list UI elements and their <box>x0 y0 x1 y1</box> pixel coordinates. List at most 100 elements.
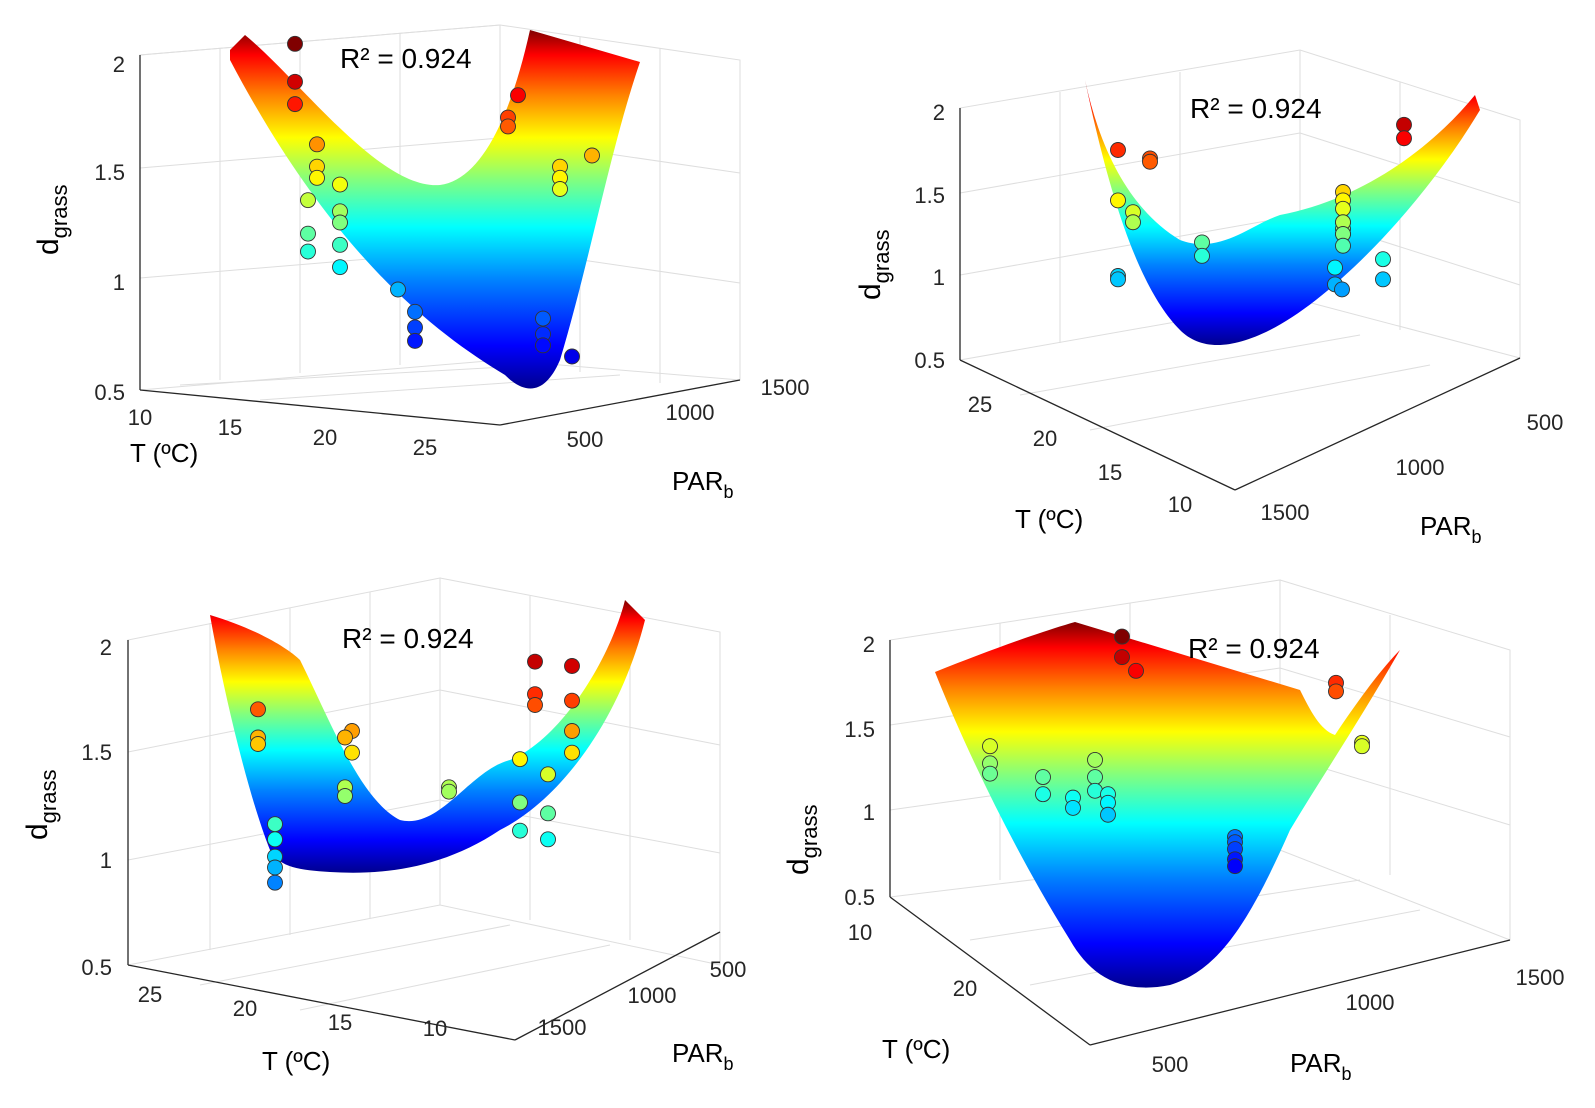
panel-3-partick: 1000 <box>628 983 677 1008</box>
panel-1-xlabel: T (ºC) <box>130 438 198 468</box>
data-point <box>1065 799 1081 816</box>
panel-4-zlabel: dgrass <box>782 805 822 875</box>
panel-2-ylabel: PARb <box>1420 511 1482 547</box>
data-point <box>982 765 998 782</box>
panel-4-partick: 1000 <box>1346 990 1395 1015</box>
data-point <box>337 729 353 746</box>
panel-2-ttick: 15 <box>1098 460 1122 485</box>
data-point <box>564 692 580 709</box>
panel-1-ylabel-sub: b <box>724 482 734 502</box>
panel-2-partick: 500 <box>1527 410 1564 435</box>
panel-3-ztick: 2 <box>100 635 112 660</box>
data-point <box>564 744 580 761</box>
panel-2-zlabel-sub: grass <box>869 230 894 284</box>
panel-3-ttick: 20 <box>233 996 257 1021</box>
data-point <box>1194 247 1210 264</box>
data-point <box>535 337 551 354</box>
data-point <box>584 147 600 164</box>
panel-3-annotation: R² = 0.924 <box>342 623 474 654</box>
panel-1-ttick: 10 <box>128 405 152 430</box>
data-point <box>1335 237 1351 254</box>
svg-text:dgrass: dgrass <box>32 185 72 255</box>
panel-1-zlabel: dgrass <box>32 185 72 255</box>
panel-4-partick: 1500 <box>1516 965 1565 990</box>
panel-2-ztick-labels: 2 1.5 1 0.5 <box>914 100 945 373</box>
panel-4-xlabel: T (ºC) <box>882 1034 950 1064</box>
panel-1-ztick: 2 <box>113 52 125 77</box>
panel-3-ztick-labels: 2 1.5 1 0.5 <box>81 635 112 980</box>
data-point <box>1354 738 1370 755</box>
panel-2-zlabel-main: d <box>854 283 887 300</box>
panel-1-partick: 1000 <box>666 400 715 425</box>
panel-4-ztick: 2 <box>863 632 875 657</box>
panel-1-points <box>287 35 600 365</box>
data-point <box>337 788 353 804</box>
panel-1-ttick: 15 <box>218 415 242 440</box>
data-point <box>527 697 543 713</box>
data-point <box>1110 271 1126 288</box>
data-point <box>564 348 580 365</box>
panel-2-points <box>1110 116 1412 298</box>
data-point <box>510 87 526 104</box>
data-point <box>512 751 528 768</box>
panel-4-partick: 500 <box>1152 1052 1189 1077</box>
panel-4-ztick: 1 <box>863 800 875 825</box>
panel-4-points <box>982 628 1370 875</box>
panel-4-ylabel-sub: b <box>1342 1064 1352 1084</box>
panel-4-ttick-labels: 10 20 <box>848 920 977 1001</box>
panel-4-ztick: 0.5 <box>844 885 875 910</box>
data-point <box>512 794 528 811</box>
data-point <box>1128 662 1144 679</box>
panel-3-zlabel-main: d <box>21 823 54 840</box>
data-point <box>1396 116 1412 133</box>
panel-1-ylabel-main: PAR <box>672 466 724 496</box>
panel-2-surface <box>1085 80 1480 345</box>
data-point <box>982 738 998 755</box>
data-point <box>1035 769 1051 786</box>
panel-2-ztick: 1.5 <box>914 183 945 208</box>
svg-text:dgrass: dgrass <box>854 230 894 300</box>
panel-2-ztick: 1 <box>933 265 945 290</box>
panel-4: 2 1.5 1 0.5 10 20 500 1000 1500 R² = 0.9… <box>782 579 1565 1084</box>
data-point <box>552 181 568 197</box>
panel-2-ttick: 20 <box>1033 426 1057 451</box>
data-point <box>1375 251 1391 268</box>
panel-2-partick-labels: 500 1000 1500 <box>1261 410 1564 525</box>
data-point <box>540 831 556 848</box>
panel-4-partick-labels: 500 1000 1500 <box>1152 965 1565 1077</box>
panel-1-partick: 500 <box>567 427 604 452</box>
panel-1-partick: 1500 <box>761 375 810 400</box>
data-point <box>564 723 580 739</box>
data-point <box>1396 130 1412 147</box>
data-point <box>287 73 303 90</box>
data-point <box>540 766 556 783</box>
panel-2-partick: 1000 <box>1396 455 1445 480</box>
data-point <box>1194 234 1210 251</box>
data-point <box>390 281 406 298</box>
data-point <box>500 118 516 135</box>
panel-2-axes <box>959 108 1521 491</box>
data-point <box>407 332 423 349</box>
panel-1-ztick: 0.5 <box>94 380 125 405</box>
data-point <box>407 319 423 336</box>
panel-3-ttick: 15 <box>328 1010 352 1035</box>
panel-3-ylabel-sub: b <box>724 1054 734 1074</box>
data-point <box>267 816 283 833</box>
panel-2-zlabel: dgrass <box>854 230 894 300</box>
panel-3-partick: 500 <box>710 957 747 982</box>
data-point <box>512 822 528 839</box>
panel-1-zlabel-sub: grass <box>47 185 72 239</box>
panel-3-zlabel-sub: grass <box>36 770 61 824</box>
data-point <box>250 701 266 718</box>
panel-3-points <box>250 653 580 891</box>
data-point <box>287 96 303 113</box>
data-point <box>344 744 360 761</box>
panel-3-ylabel-main: PAR <box>672 1038 724 1068</box>
panel-2-ttick: 25 <box>968 392 992 417</box>
data-point <box>309 169 325 186</box>
data-point <box>1110 192 1126 209</box>
panel-3-ztick: 1 <box>100 848 112 873</box>
panel-3-ttick: 25 <box>138 982 162 1007</box>
panel-3-ylabel: PARb <box>672 1038 734 1074</box>
data-point <box>332 214 348 231</box>
